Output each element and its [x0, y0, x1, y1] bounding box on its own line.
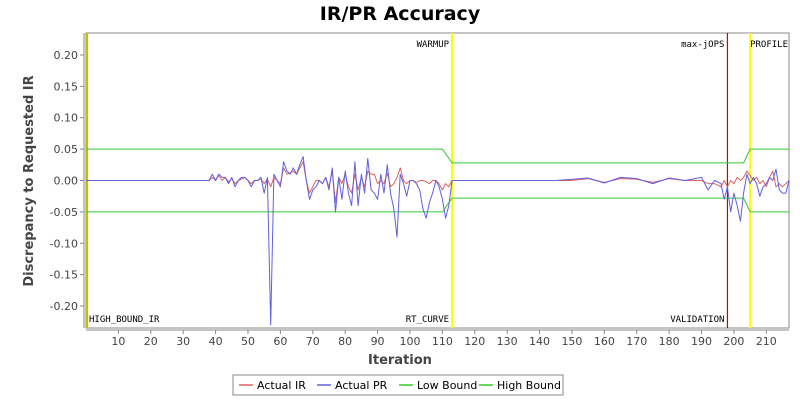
x-tick-label: 10: [111, 335, 125, 348]
marker-label: WARMUP: [417, 40, 450, 50]
series-line-high-bound: [86, 148, 789, 164]
x-tick-label: 110: [432, 335, 453, 348]
legend-entry: High Bound: [497, 379, 561, 392]
y-tick-label: 0.00: [54, 175, 79, 188]
series-line-low-bound: [86, 197, 789, 213]
x-tick-label: 40: [209, 335, 223, 348]
series-line-actual-pr: [86, 156, 790, 326]
x-tick-label: 70: [306, 335, 320, 348]
y-tick-label: 0.10: [54, 112, 79, 125]
x-tick-label: 100: [399, 335, 420, 348]
x-tick-label: 170: [626, 335, 647, 348]
y-tick-label: -0.20: [50, 300, 78, 313]
y-tick-label: -0.10: [50, 237, 78, 250]
legend-entry: Actual IR: [257, 379, 306, 392]
y-tick-label: -0.05: [50, 206, 78, 219]
x-tick-label: 120: [464, 335, 485, 348]
x-tick-label: 190: [691, 335, 712, 348]
x-tick-label: 200: [723, 335, 744, 348]
x-tick-label: 140: [529, 335, 550, 348]
marker-label: RT_CURVE: [406, 315, 449, 325]
y-tick-label: -0.15: [50, 269, 78, 282]
y-axis: 0.20 0.15 0.10 0.05 0.00 -0.05 -0.10 -0.15 -0.20: [50, 33, 85, 328]
x-tick-label: 90: [371, 335, 385, 348]
legend-entry: Actual PR: [335, 379, 388, 392]
marker-label: max-jOPS: [681, 40, 724, 50]
x-tick-label: 160: [594, 335, 615, 348]
marker-label: HIGH_BOUND_IR: [89, 315, 160, 325]
x-tick-label: 210: [756, 335, 777, 348]
x-tick-label: 30: [176, 335, 190, 348]
y-tick-label: 0.15: [54, 80, 79, 93]
x-axis: 10 20 30 40 50 60 70 80 90 100 110 120 130 140 150 160 1…: [86, 329, 789, 348]
legend-box: [232, 374, 564, 396]
legend-entry: Low Bound: [417, 379, 477, 392]
y-axis-label: Discrepancy to Requested IR: [22, 75, 37, 286]
x-tick-label: 130: [497, 335, 518, 348]
marker-label: VALIDATION: [670, 315, 724, 325]
x-axis-label: Iteration: [368, 353, 432, 368]
marker-label: PROFILE: [750, 40, 788, 50]
x-tick-label: 150: [561, 335, 582, 348]
y-tick-label: 0.05: [54, 143, 79, 156]
chart-title: IR/PR Accuracy: [320, 3, 481, 25]
series-lines: [86, 148, 790, 326]
y-tick-label: 0.20: [54, 49, 79, 62]
x-tick-label: 50: [241, 335, 255, 348]
x-tick-label: 60: [273, 335, 287, 348]
legend: Actual IR Actual PR Low Bound High Bound: [232, 374, 564, 396]
x-tick-label: 20: [144, 335, 158, 348]
x-tick-label: 80: [338, 335, 352, 348]
x-tick-label: 180: [659, 335, 680, 348]
